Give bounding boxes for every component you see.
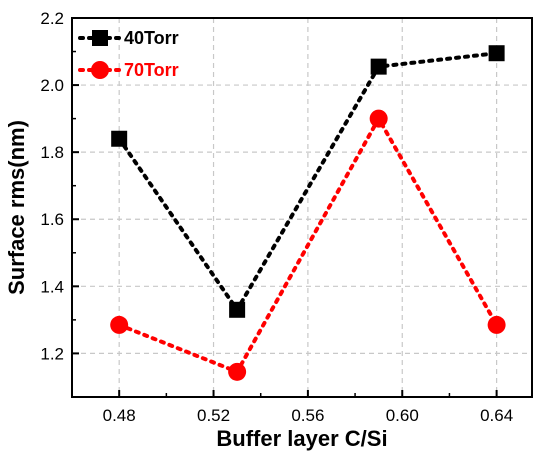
legend: 40Torr 70Torr: [78, 28, 179, 80]
y-tick-label: 1.6: [40, 210, 64, 229]
series-markers: [110, 45, 506, 381]
y-tick-label: 1.4: [40, 277, 64, 296]
y-tick-label: 1.8: [40, 143, 64, 162]
series-line-70Torr: [117, 114, 499, 375]
legend-label-70Torr: 70Torr: [124, 60, 179, 80]
y-tick-label: 1.2: [40, 344, 64, 363]
data-point-40Torr: [111, 130, 128, 147]
data-point-40Torr: [229, 301, 246, 318]
x-axis-title: Buffer layer C/Si: [216, 426, 387, 451]
tick-labels: 0.48 0.52 0.56 0.60 0.64 1.2 1.4 1.6 1.8 2.0 2.2: [40, 9, 513, 425]
legend-marker-40Torr: [92, 30, 108, 46]
legend-label-40Torr: 40Torr: [124, 28, 179, 48]
series-lines: [117, 51, 499, 375]
axis-ticks: [72, 17, 498, 397]
data-point-70Torr: [369, 109, 388, 128]
data-point-70Torr: [228, 362, 247, 381]
data-point-70Torr: [110, 315, 129, 334]
legend-marker-70Torr: [91, 61, 109, 79]
plot-frame: [71, 17, 533, 398]
y-axis-title: Surface rms(nm): [4, 120, 29, 295]
series-line-40Torr: [117, 51, 499, 314]
data-point-70Torr: [487, 315, 506, 334]
x-tick-label: 0.60: [386, 406, 419, 425]
x-tick-label: 0.48: [103, 406, 136, 425]
x-tick-label: 0.56: [291, 406, 324, 425]
data-point-40Torr: [370, 58, 387, 75]
y-tick-label: 2.0: [40, 76, 64, 95]
x-tick-label: 0.64: [480, 406, 513, 425]
y-tick-label: 2.2: [40, 9, 64, 28]
grid: [72, 18, 532, 397]
x-tick-label: 0.52: [197, 406, 230, 425]
data-point-40Torr: [488, 45, 505, 62]
